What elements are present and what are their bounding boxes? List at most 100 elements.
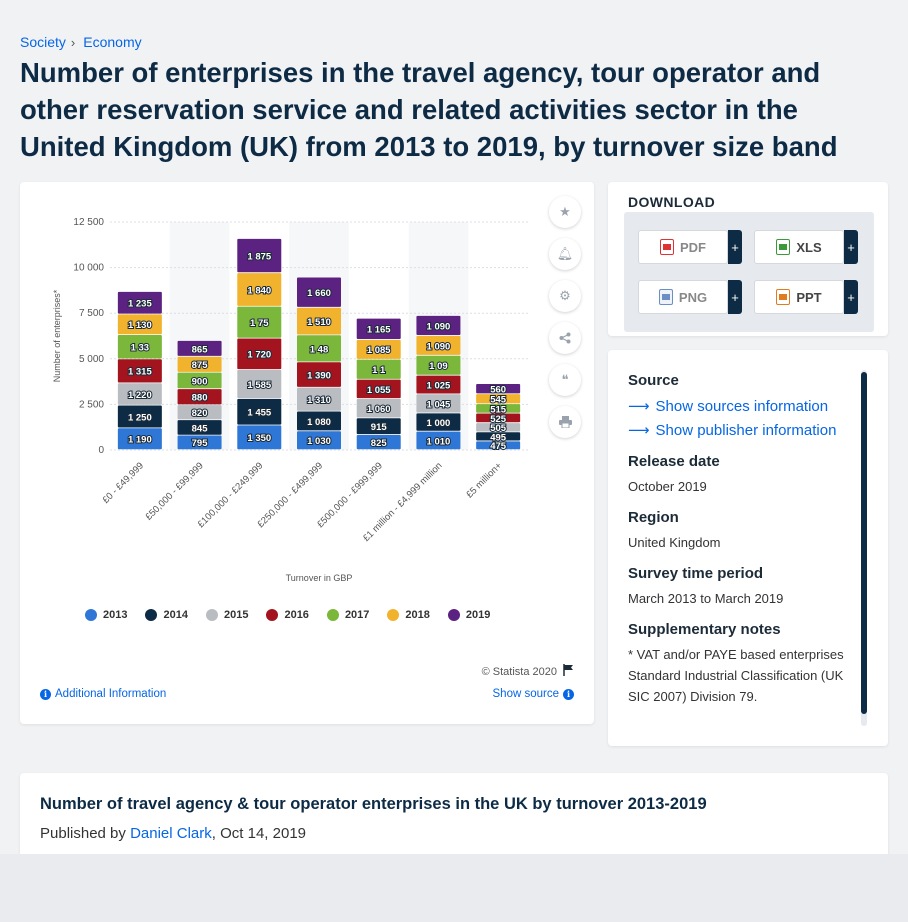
bar-segment: [416, 335, 461, 355]
region-heading: Region: [628, 509, 679, 526]
quote-icon[interactable]: ❝: [549, 364, 581, 396]
legend-item[interactable]: 2017: [326, 609, 369, 621]
breadcrumb-separator-icon: ›: [70, 34, 76, 50]
source-heading: Source: [628, 372, 679, 389]
data-label: 525: [490, 414, 507, 425]
legend-dot-icon: [387, 609, 400, 621]
show-publisher-link[interactable]: ⟶ Show publisher information: [628, 419, 858, 443]
copyright-notice: © Statista 2020: [482, 664, 574, 679]
legend-item[interactable]: 2018: [387, 609, 430, 621]
bar-segment: [177, 340, 222, 356]
bar-segment: [297, 411, 341, 431]
published-by-label: Published by: [40, 825, 126, 842]
show-source-link[interactable]: Show source i: [493, 688, 574, 700]
additional-info-link[interactable]: i Additional Information: [40, 688, 166, 700]
share-icon[interactable]: [549, 322, 581, 354]
bar-segment: [117, 291, 162, 314]
data-label: 1 875: [247, 251, 271, 262]
x-tick-label: £100,000 - £249,999: [196, 460, 266, 530]
legend-item[interactable]: 2013: [85, 609, 127, 621]
legend-label: 2013: [103, 609, 128, 621]
legend-dot-icon: [205, 609, 218, 621]
png-plus-button[interactable]: +: [728, 280, 742, 314]
bar-segment: [117, 383, 162, 405]
y-tick-label: 5 000: [79, 354, 104, 365]
metadata-scrollbar[interactable]: [861, 370, 867, 726]
star-icon[interactable]: ★: [549, 196, 581, 228]
gear-icon[interactable]: ⚙: [549, 280, 581, 312]
author-link[interactable]: Daniel Clark: [130, 825, 212, 842]
bar-segment: [117, 405, 162, 428]
legend-item[interactable]: 2015: [205, 609, 248, 621]
y-tick-label: 12 500: [73, 217, 104, 228]
data-label: 1 060: [367, 404, 391, 415]
legend-item[interactable]: 2016: [266, 609, 309, 621]
download-png-button[interactable]: PNG: [638, 280, 728, 314]
data-label: 1 235: [128, 299, 152, 310]
notes-line-2: Standard Industrial Classification (UK S…: [628, 668, 844, 704]
bar-segment: [476, 394, 521, 404]
metadata-card: Source ⟶ Show sources information ⟶ Show…: [608, 350, 888, 746]
print-icon[interactable]: [549, 406, 581, 438]
data-label: 560: [490, 385, 506, 396]
bottom-band: [0, 854, 908, 922]
data-label: 1 350: [247, 433, 271, 444]
data-label: 820: [192, 408, 208, 419]
xls-plus-button[interactable]: +: [844, 230, 858, 264]
breadcrumb: Society › Economy: [20, 34, 142, 50]
pdf-label: PDF: [680, 239, 706, 255]
breadcrumb-society[interactable]: Society: [20, 34, 66, 50]
legend-item[interactable]: 2014: [145, 609, 188, 621]
legend-label: 2016: [284, 609, 309, 621]
info-icon: i: [40, 688, 51, 700]
y-tick-label: 2 500: [79, 399, 104, 410]
legend-item[interactable]: 2019: [447, 609, 490, 621]
data-label: 1 090: [427, 341, 451, 352]
download-ppt-button[interactable]: PPT: [754, 280, 844, 314]
bar-segment: [237, 425, 282, 450]
ppt-icon: [776, 289, 791, 305]
bar-segment: [237, 306, 282, 338]
y-tick-label: 10 000: [73, 263, 104, 274]
bar-segment: [177, 389, 222, 405]
bar-segment: [297, 335, 341, 362]
info-icon: i: [563, 688, 574, 700]
xls-icon: [776, 239, 791, 255]
chart-toolbar: ★ 🔔︎ ⚙ ❝: [549, 196, 581, 448]
download-panel: PDF + XLS + PNG + PPT +: [624, 212, 874, 332]
bar-segment: [237, 398, 282, 425]
bar-segment: [356, 359, 401, 379]
download-pdf-button[interactable]: PDF: [638, 230, 728, 264]
bar-segment: [297, 362, 341, 387]
data-label: 1 33: [131, 343, 150, 354]
bar-segment: [177, 372, 222, 389]
metadata-scrollbar-thumb[interactable]: [861, 372, 867, 714]
bar-segment: [237, 369, 282, 399]
flag-icon[interactable]: [563, 664, 574, 679]
bar-segment: [476, 441, 521, 450]
pdf-plus-button[interactable]: +: [728, 230, 742, 264]
bar-segment: [297, 431, 341, 450]
data-label: 505: [490, 423, 507, 434]
chart-legend: 2013 2014 2015 2016 2017 2018 2019: [85, 609, 508, 621]
legend-dot-icon: [145, 609, 158, 621]
breadcrumb-economy[interactable]: Economy: [83, 34, 142, 50]
data-label: 1 085: [367, 345, 391, 356]
ppt-plus-button[interactable]: +: [844, 280, 858, 314]
bar-segment: [356, 418, 401, 435]
bell-icon[interactable]: 🔔︎: [549, 238, 581, 270]
data-label: 880: [192, 393, 208, 404]
data-label: 1 75: [250, 318, 269, 329]
show-sources-label: Show sources information: [655, 398, 829, 415]
legend-dot-icon: [85, 609, 97, 621]
download-xls-button[interactable]: XLS: [754, 230, 844, 264]
bar-segment: [476, 413, 521, 423]
pdf-icon: [660, 239, 674, 255]
show-sources-link[interactable]: ⟶ Show sources information: [628, 395, 858, 419]
bar-segment: [177, 356, 222, 372]
data-label: 1 220: [128, 390, 152, 401]
bar-segment: [416, 394, 461, 413]
bar-segment: [416, 375, 461, 394]
bar-segment: [237, 273, 282, 306]
arrow-right-icon: ⟶: [628, 422, 650, 439]
